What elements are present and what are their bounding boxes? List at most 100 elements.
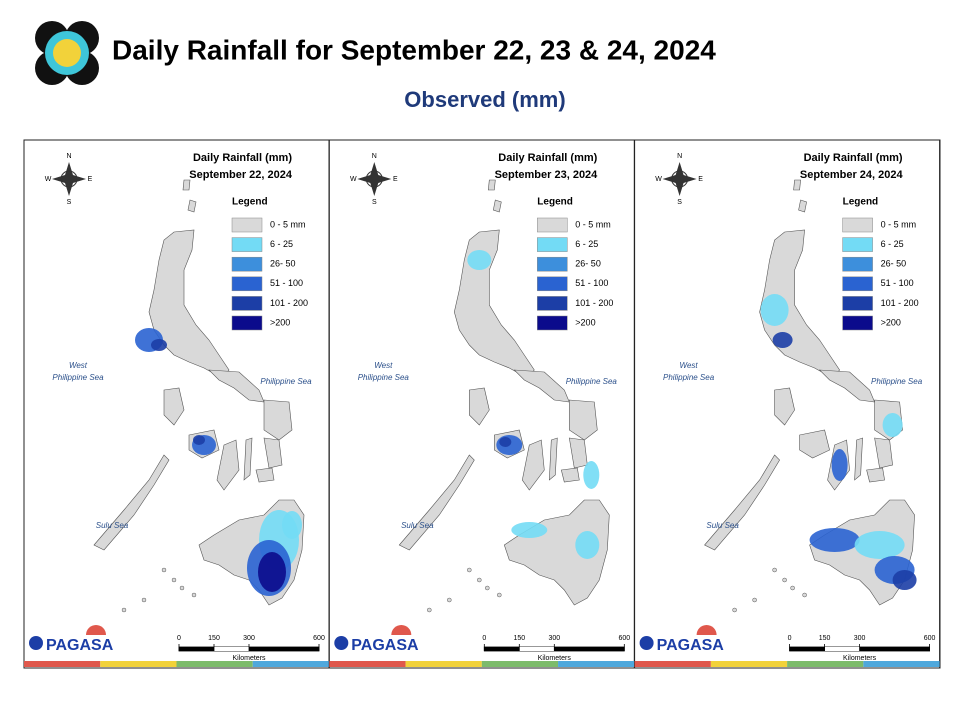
scale-tick-label: 0 xyxy=(482,635,486,642)
legend-swatch xyxy=(537,276,568,292)
island xyxy=(468,387,490,426)
island xyxy=(799,429,830,459)
sea-label: Philippine Sea xyxy=(566,377,618,386)
legend-label: 6 - 25 xyxy=(270,239,293,249)
sea-label: Sulu Sea xyxy=(706,521,739,530)
legend-swatch xyxy=(842,276,873,292)
legend-label: 26- 50 xyxy=(575,259,601,269)
island xyxy=(93,454,170,551)
island xyxy=(793,179,801,191)
legend-swatch xyxy=(537,296,568,311)
legend-swatch xyxy=(231,296,263,311)
island xyxy=(503,499,610,606)
scale-segment xyxy=(789,647,825,651)
compass-e: E xyxy=(88,176,93,183)
legend-label: 51 - 100 xyxy=(881,278,914,288)
island xyxy=(521,439,545,491)
compass-ring xyxy=(365,170,383,188)
islet xyxy=(467,567,472,573)
footer-stripe xyxy=(405,661,482,667)
scale-segment xyxy=(859,647,930,651)
island xyxy=(187,199,197,213)
island xyxy=(243,437,253,481)
islet xyxy=(179,585,185,591)
panel-title: Daily Rainfall (mm) xyxy=(804,152,903,164)
legend-swatch xyxy=(842,315,873,331)
island xyxy=(866,467,885,483)
logo-umbrella xyxy=(696,625,717,635)
island xyxy=(704,454,780,551)
pagasa-logo: PAGASA xyxy=(639,625,724,654)
islet xyxy=(161,567,167,573)
map-panel: N S E W Daily Rainfall (mm) September 23, 202… xyxy=(328,139,635,669)
islet xyxy=(485,585,490,591)
sea-label: West xyxy=(374,361,393,370)
legend-label: 26- 50 xyxy=(270,259,296,269)
scale-tick-label: 300 xyxy=(854,635,866,642)
legend-label: 0 - 5 mm xyxy=(270,219,306,229)
legend-label: 6 - 25 xyxy=(881,239,904,249)
scale-unit: Kilometers xyxy=(843,655,877,662)
footer-stripe xyxy=(558,661,635,667)
scale-segment xyxy=(214,647,249,651)
compass-ring xyxy=(60,170,78,188)
legend-swatch xyxy=(842,296,873,311)
compass-s: S xyxy=(677,199,682,206)
island xyxy=(263,399,293,441)
scale-tick-label: 600 xyxy=(924,635,936,642)
islet xyxy=(447,597,452,603)
rainfall-area xyxy=(882,413,903,437)
scale-segment xyxy=(824,647,860,651)
scale-segment xyxy=(249,647,319,651)
rainfall-area xyxy=(193,435,205,445)
rainfall-area xyxy=(809,528,860,552)
legend-label: >200 xyxy=(881,317,901,327)
islet xyxy=(141,597,147,603)
sea-label: Philippine Sea xyxy=(358,373,410,382)
rainfall-area xyxy=(499,437,512,447)
island xyxy=(216,439,240,491)
island xyxy=(798,199,807,213)
footer-stripe xyxy=(252,661,329,667)
islet xyxy=(191,592,197,598)
scale-unit: Kilometers xyxy=(232,655,266,662)
legend-swatch xyxy=(231,276,263,292)
footer-stripe xyxy=(710,661,788,667)
islet xyxy=(732,607,737,613)
legend-swatch xyxy=(231,237,263,252)
islet xyxy=(752,597,757,603)
island xyxy=(163,387,185,426)
legend-swatch xyxy=(842,237,873,252)
legend-label: 101 - 200 xyxy=(575,298,613,308)
page-subtitle: Observed (mm) xyxy=(404,87,565,112)
scale-unit: Kilometers xyxy=(538,655,572,662)
footer-stripe xyxy=(176,661,253,667)
footer-stripe xyxy=(863,661,940,667)
map-panel: N S E W Daily Rainfall (mm) September 24, 202… xyxy=(634,139,941,669)
scale-tick-label: 150 xyxy=(513,635,525,642)
compass: N S E W xyxy=(45,153,93,206)
islet xyxy=(497,592,502,598)
legend-swatch xyxy=(537,237,568,252)
rainfall-area xyxy=(511,522,548,538)
pagasa-logo: PAGASA xyxy=(334,625,419,654)
legend-swatch xyxy=(231,256,263,272)
sea-label: Philippine Sea xyxy=(260,377,312,386)
sea-label: West xyxy=(69,361,88,370)
islet xyxy=(790,585,795,591)
header-logo xyxy=(35,21,99,85)
rainfall-area xyxy=(583,461,600,489)
island xyxy=(492,199,502,213)
island xyxy=(874,437,893,469)
footer-stripe xyxy=(634,661,711,667)
compass-s: S xyxy=(372,199,377,206)
island xyxy=(487,179,496,191)
panel-date: September 23, 2024 xyxy=(495,169,599,181)
map xyxy=(93,179,305,613)
map xyxy=(398,179,610,613)
islet xyxy=(802,592,807,598)
islet xyxy=(477,577,482,583)
rainfall-area xyxy=(854,531,905,559)
compass-ring xyxy=(671,170,689,188)
